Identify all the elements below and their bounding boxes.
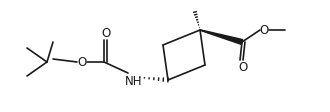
Text: O: O — [259, 24, 269, 37]
Text: O: O — [101, 27, 110, 40]
Polygon shape — [200, 30, 243, 44]
Text: NH: NH — [125, 74, 143, 87]
Text: O: O — [238, 60, 248, 73]
Text: O: O — [77, 56, 86, 69]
